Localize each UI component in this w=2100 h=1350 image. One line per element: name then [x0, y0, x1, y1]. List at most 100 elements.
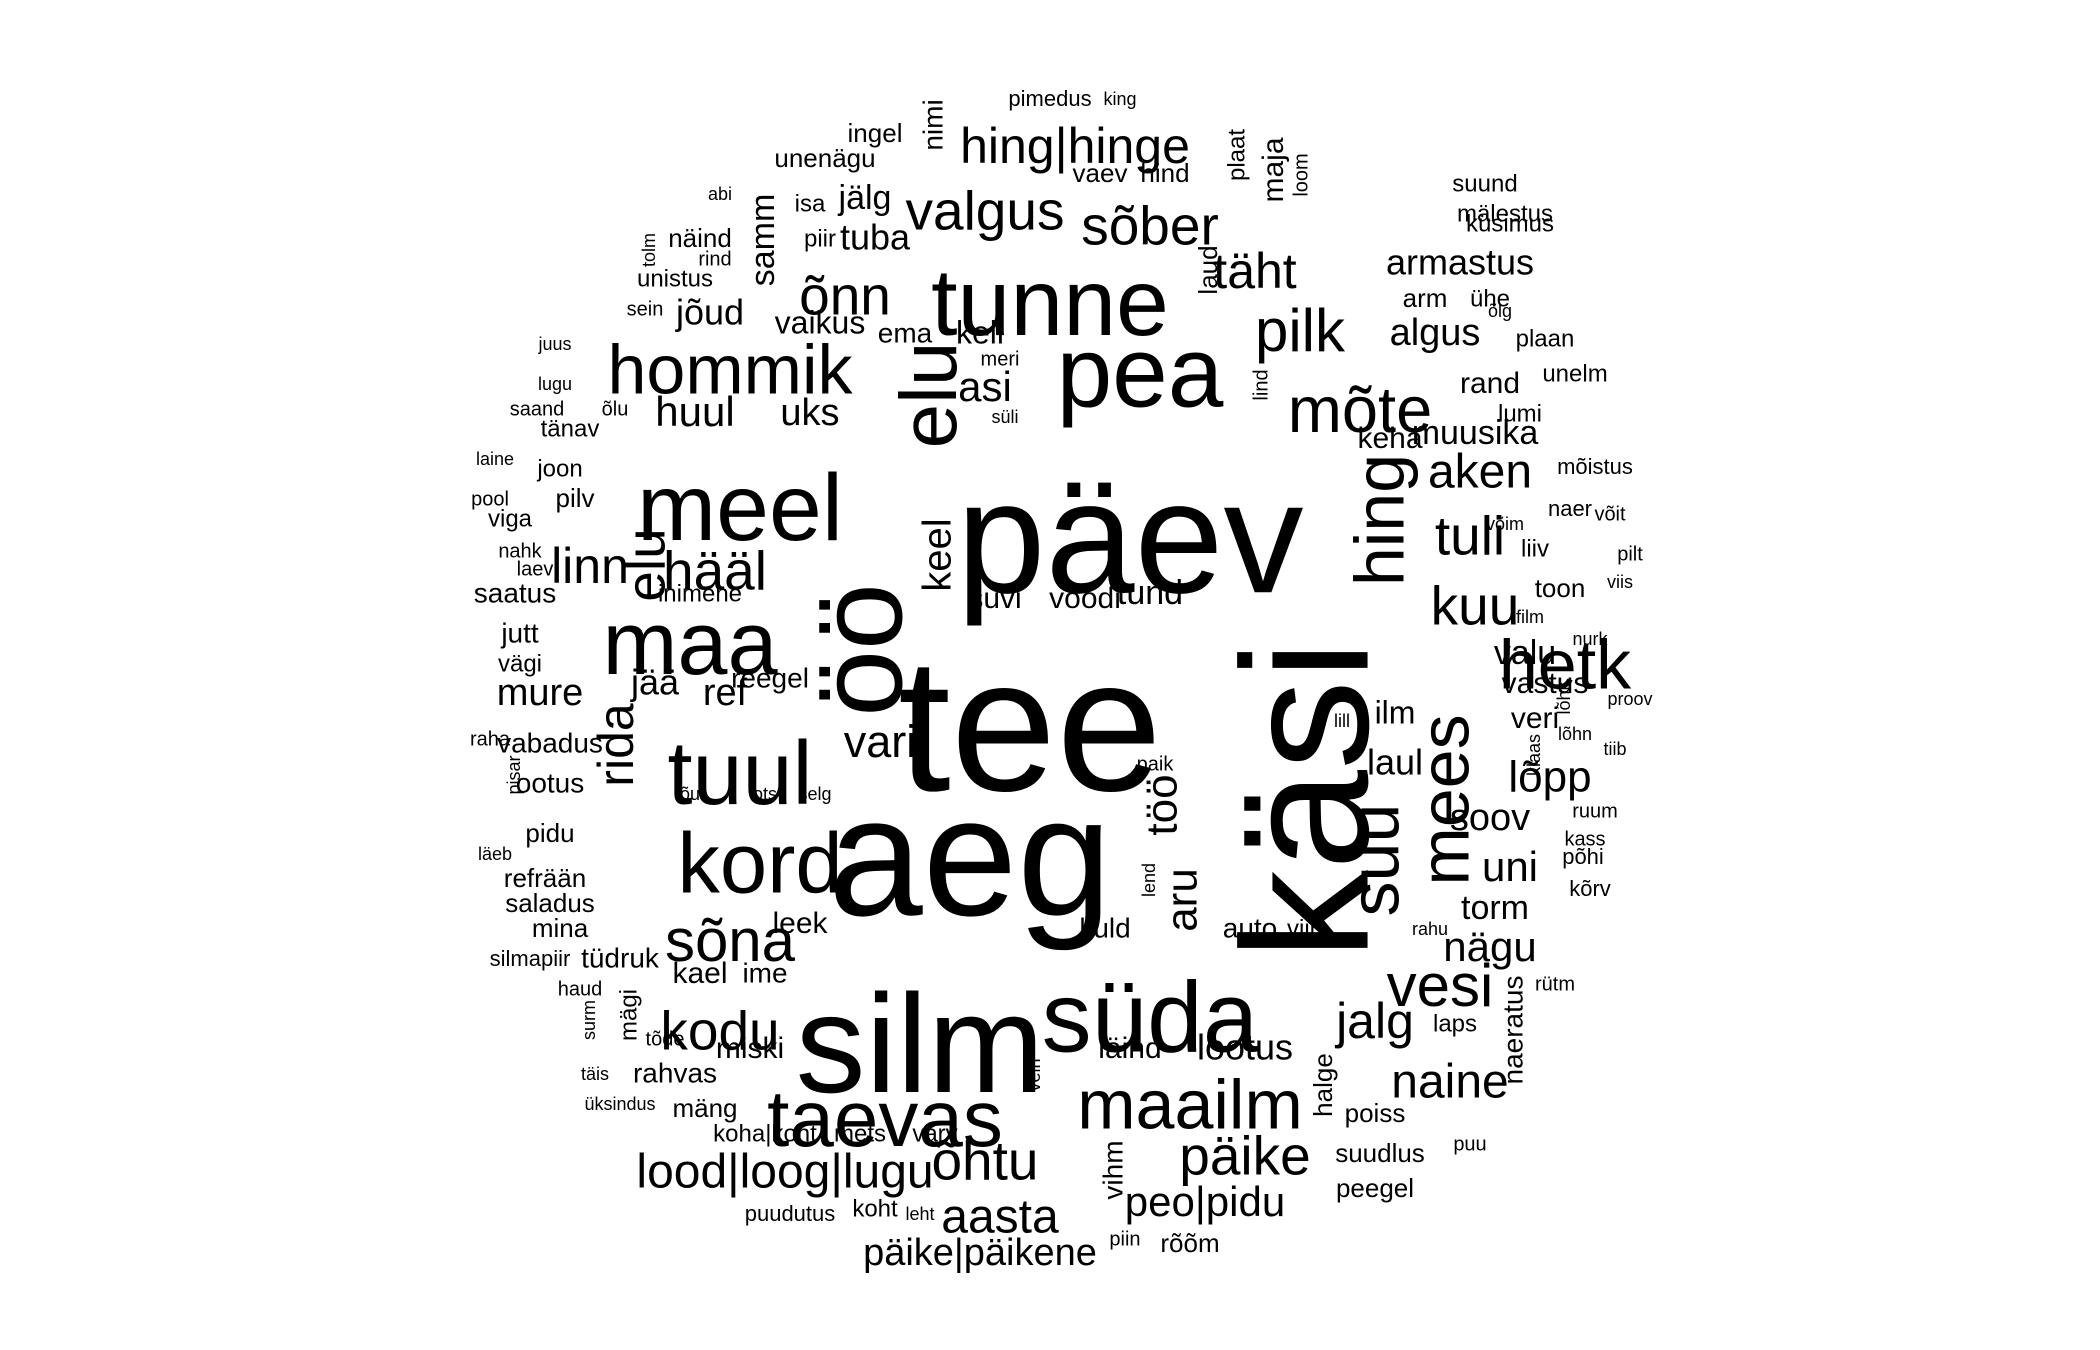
cloud-word: taevas: [767, 1074, 1003, 1163]
cloud-word: päike|päikene: [863, 1232, 1097, 1274]
cloud-word: plaan: [1516, 325, 1575, 352]
cloud-word: pisar: [504, 755, 524, 794]
cloud-word: naeratus: [1497, 976, 1528, 1085]
cloud-word: samm: [744, 194, 782, 287]
cloud-word: tõde: [646, 1028, 685, 1050]
cloud-word: lõpp: [1508, 753, 1591, 802]
cloud-word: tuul: [667, 724, 812, 824]
cloud-word: kõrv: [1569, 876, 1611, 901]
cloud-word: laev: [517, 558, 554, 580]
cloud-word: meri: [981, 348, 1020, 370]
cloud-word: kell: [956, 314, 1004, 350]
cloud-word: võit: [1594, 503, 1626, 525]
cloud-word: vihm: [1097, 1140, 1128, 1199]
cloud-word: silmapiir: [490, 946, 571, 971]
cloud-word: tiib: [1603, 739, 1626, 759]
cloud-word: jutt: [500, 617, 539, 648]
cloud-word: käsi: [1206, 640, 1407, 960]
cloud-word: põhi: [1562, 844, 1604, 869]
cloud-word: unelm: [1542, 360, 1607, 387]
cloud-word: tuli: [1435, 505, 1505, 567]
cloud-word: mees: [1405, 714, 1483, 885]
cloud-word: ots: [753, 784, 777, 804]
cloud-word: auto: [1223, 912, 1278, 943]
cloud-word: voodi: [1049, 582, 1121, 615]
cloud-word: päike: [1179, 1125, 1310, 1187]
cloud-word: mäng: [672, 1093, 737, 1123]
cloud-word: aru: [1158, 868, 1207, 932]
cloud-word: õhtu: [931, 1130, 1038, 1192]
cloud-word: suu: [1335, 804, 1413, 917]
cloud-word: ootus: [516, 767, 585, 798]
cloud-word: sõna: [665, 907, 796, 974]
cloud-word: lootus: [1197, 1027, 1293, 1068]
cloud-word: valu: [1494, 634, 1556, 672]
cloud-word: kodu: [660, 1000, 779, 1062]
cloud-word: leek: [772, 907, 828, 940]
cloud-word: vaev: [1073, 158, 1128, 188]
cloud-word: proov: [1607, 689, 1652, 709]
cloud-word: refrään: [504, 863, 586, 893]
cloud-word: viis: [1607, 572, 1633, 592]
cloud-word: kuld: [1079, 912, 1130, 943]
cloud-word: pool: [471, 488, 509, 510]
cloud-word: töö: [1138, 774, 1187, 835]
cloud-word: hetk: [1499, 625, 1632, 703]
cloud-word: keha: [1357, 422, 1422, 455]
cloud-word: ime: [742, 957, 787, 988]
cloud-word: surm: [579, 1000, 599, 1040]
cloud-word: vastus: [1502, 667, 1589, 700]
cloud-word: läind: [1098, 1032, 1161, 1065]
cloud-word: sõber: [1081, 195, 1219, 257]
cloud-word: pimedus: [1008, 86, 1091, 111]
cloud-word: mets: [834, 1120, 886, 1147]
cloud-word: ilm: [1375, 694, 1416, 730]
cloud-word: täht: [1213, 243, 1297, 299]
cloud-word: raha: [470, 728, 511, 750]
cloud-word: juus: [537, 334, 571, 354]
cloud-word: koht: [852, 1195, 898, 1222]
cloud-word: selg: [798, 784, 831, 804]
cloud-word: õlu: [602, 398, 629, 420]
cloud-word: suund: [1452, 170, 1517, 197]
cloud-word: mägi: [615, 989, 642, 1041]
cloud-word: küsimus: [1466, 210, 1554, 237]
cloud-word: mure: [497, 672, 584, 714]
cloud-word: jää: [630, 662, 680, 703]
cloud-word: rand: [1460, 367, 1520, 400]
cloud-word: king: [1103, 89, 1136, 109]
cloud-word: poiss: [1345, 1098, 1406, 1128]
cloud-word: asi: [958, 363, 1012, 410]
cloud-word: rütm: [1535, 973, 1575, 995]
cloud-word: naer: [1548, 496, 1592, 521]
cloud-word: lend: [1139, 863, 1159, 897]
cloud-word: viin: [1287, 915, 1323, 942]
cloud-word: meel: [637, 455, 843, 561]
cloud-word: ingel: [848, 118, 903, 148]
cloud-word: kael: [672, 957, 727, 990]
cloud-word: rõõm: [1160, 1228, 1219, 1258]
cloud-word: hind: [1140, 158, 1189, 188]
cloud-word: vaikus: [775, 304, 866, 340]
cloud-word: pilk: [1255, 297, 1346, 364]
cloud-word: mälestus: [1457, 200, 1553, 227]
cloud-word: lumi: [1498, 400, 1542, 427]
cloud-word: kuu: [1431, 575, 1520, 637]
cloud-word: rida: [588, 703, 644, 787]
cloud-word: jälg: [838, 179, 892, 217]
cloud-word: tüdruk: [581, 942, 660, 973]
cloud-word: pilv: [555, 483, 594, 513]
cloud-word: tunne: [931, 250, 1169, 356]
cloud-word: uks: [780, 392, 839, 434]
cloud-word: viga: [488, 505, 533, 532]
cloud-word: linn: [551, 538, 629, 594]
cloud-word: hääl: [663, 540, 767, 602]
cloud-word: suvi: [968, 582, 1021, 615]
cloud-word: ühe: [1470, 285, 1510, 312]
cloud-word: silm: [796, 965, 1045, 1122]
cloud-word: joon: [536, 455, 582, 482]
cloud-word: laine: [476, 449, 514, 469]
cloud-word: hommik: [607, 330, 853, 408]
cloud-word: tee: [898, 619, 1162, 831]
